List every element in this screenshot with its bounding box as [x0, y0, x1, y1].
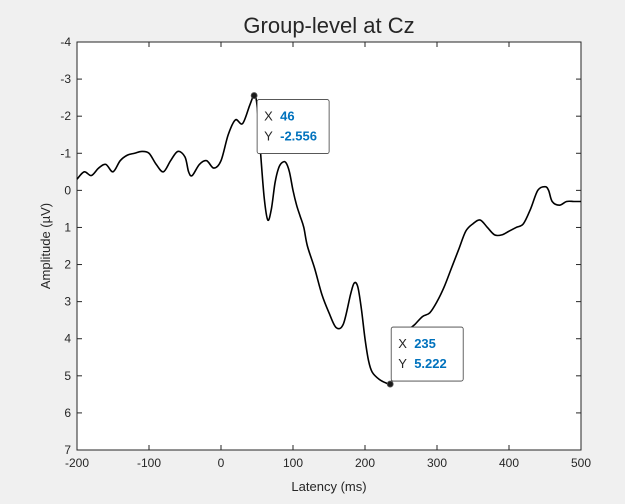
- datatip-row-label: Y: [264, 129, 273, 144]
- y-axis-label: Amplitude (µV): [38, 203, 53, 289]
- y-tick-label: -4: [60, 35, 71, 49]
- datatip-box: [390, 326, 464, 382]
- y-tick-label: 2: [64, 258, 71, 272]
- y-tick-label: 0: [64, 183, 71, 197]
- x-tick-label: 0: [218, 456, 225, 470]
- y-tick-label: -1: [60, 146, 71, 160]
- datatip-row-label: X: [398, 336, 407, 351]
- x-tick-label: 200: [355, 456, 375, 470]
- y-tick-label: 4: [64, 332, 71, 346]
- x-tick-label: 300: [427, 456, 447, 470]
- datatip-box: [256, 99, 330, 154]
- axis-ticks: -200 -100 0 100 200 300 400 500 -4 -3 -2 -1 0 1 2 3 4 5 6 7: [60, 35, 591, 470]
- y-tick-label: 5: [64, 369, 71, 383]
- y-tick-label: 3: [64, 295, 71, 309]
- datatip-row-label: Y: [398, 356, 407, 371]
- datatip-row-value: 5.222: [414, 356, 447, 371]
- datatip[interactable]: X 46 Y -2.556: [250, 92, 330, 154]
- x-tick-label: -100: [137, 456, 161, 470]
- datatip-row-label: X: [264, 109, 273, 124]
- datatip-marker[interactable]: [386, 380, 394, 388]
- y-tick-label: 7: [64, 443, 71, 457]
- datatip[interactable]: X 235 Y 5.222: [386, 326, 464, 388]
- x-tick-label: 100: [283, 456, 303, 470]
- x-tick-label: -200: [65, 456, 89, 470]
- x-tick-label: 400: [499, 456, 519, 470]
- datatips[interactable]: X 46 Y -2.556 X 235 Y 5.222: [250, 92, 464, 388]
- chart-title: Group-level at Cz: [243, 13, 414, 38]
- datatip-row-value: 46: [280, 109, 294, 124]
- y-tick-label: -3: [60, 72, 71, 86]
- datatip-row-value: -2.556: [280, 129, 317, 144]
- x-tick-label: 500: [571, 456, 591, 470]
- amplitude-line: [76, 94, 581, 386]
- datatip-marker[interactable]: [250, 92, 258, 99]
- datatip-row-value: 235: [414, 336, 436, 351]
- x-axis-label: Latency (ms): [291, 479, 366, 494]
- y-tick-label: -2: [60, 109, 71, 123]
- y-tick-label: 6: [64, 406, 71, 420]
- y-tick-label: 1: [64, 220, 71, 234]
